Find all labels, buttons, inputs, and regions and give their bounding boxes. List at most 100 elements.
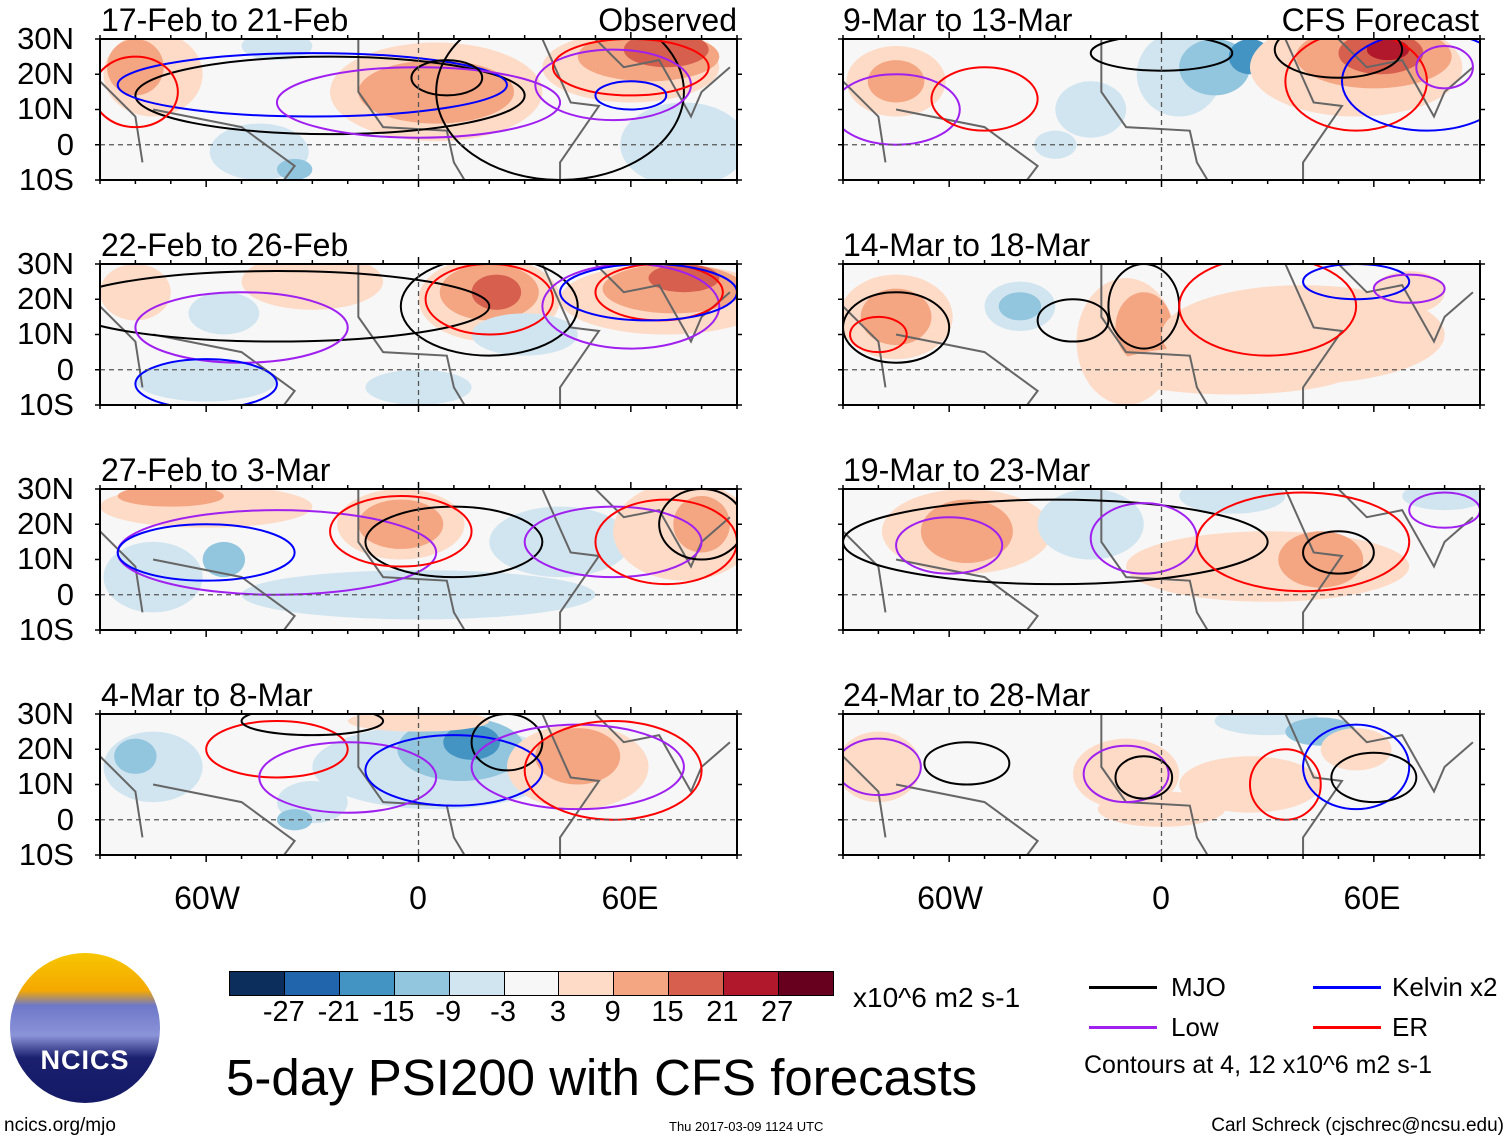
map-panel	[95, 257, 742, 412]
y-tick-label: 10N	[17, 541, 74, 577]
wave-contour	[258, 741, 438, 814]
anomaly-shading	[1373, 271, 1445, 314]
wave-contour	[1082, 744, 1170, 804]
colorbar-label: -3	[490, 996, 516, 1028]
wave-contour	[1341, 39, 1480, 132]
map-panel	[95, 707, 742, 862]
anomaly-shading	[135, 359, 277, 402]
colorbar-swatch	[778, 972, 833, 995]
wave-contour	[552, 39, 710, 97]
legend-low-label: Low	[1171, 1012, 1219, 1042]
y-tick-label: 10N	[17, 91, 74, 127]
colorbar-label: 15	[651, 996, 684, 1028]
y-tick-label: 10N	[17, 766, 74, 802]
wave-contour	[134, 55, 526, 136]
colorbar-swatch	[338, 972, 394, 995]
legend-er-line	[1313, 1026, 1381, 1029]
colorbar-label: -9	[435, 996, 462, 1028]
y-tick-label: 0	[56, 351, 74, 387]
anomaly-shading	[114, 738, 157, 774]
panel-title: 19-Mar to 23-Mar	[843, 452, 1091, 488]
wave-contour	[1302, 530, 1375, 575]
x-tick-label: 60E	[1343, 880, 1401, 916]
wave-contour	[1178, 264, 1358, 357]
wave-contour	[100, 55, 179, 129]
anomaly-shading	[276, 158, 313, 180]
anomaly-shading	[188, 292, 260, 335]
anomaly-shading	[920, 499, 1013, 564]
y-tick-label: 20N	[17, 281, 74, 317]
anomaly-shading	[860, 288, 932, 346]
wave-contour	[410, 59, 484, 97]
legend-mjo-line	[1089, 986, 1157, 989]
colorbar-swatch	[668, 972, 724, 995]
wave-contour	[594, 498, 737, 586]
wave-contour	[930, 66, 1039, 132]
wave-contour	[364, 505, 544, 579]
map-panel	[838, 32, 1485, 187]
wave-contour	[1284, 39, 1428, 132]
wave-contour	[895, 516, 1004, 575]
y-tick-label: 0	[56, 576, 74, 612]
contours-note: Contours at 4, 12 x10^6 m2 s-1	[1084, 1051, 1433, 1079]
panel-title: 9-Mar to 13-Mar	[843, 2, 1073, 38]
wave-contour	[843, 73, 961, 146]
wave-contour	[470, 714, 544, 772]
wave-contour	[594, 80, 668, 111]
wave-contour	[523, 505, 703, 579]
anomaly-shading	[620, 102, 737, 180]
colorbar	[229, 971, 834, 996]
anomaly-shading	[998, 292, 1042, 321]
y-tick-label: 30N	[17, 21, 74, 56]
anomaly-shading	[1037, 489, 1144, 560]
anomaly-shading	[673, 496, 730, 553]
anomaly-shading	[358, 499, 444, 549]
anomaly-shading	[241, 264, 384, 310]
colorbar-swatch	[503, 972, 559, 995]
y-tick-label: 10N	[17, 316, 74, 352]
ncics-logo: NCICS	[10, 953, 160, 1103]
forecast-label: CFS Forecast	[1281, 2, 1479, 38]
wave-contour	[1372, 273, 1446, 304]
coastline	[100, 39, 731, 180]
coastline	[100, 489, 731, 630]
anomaly-shading	[1278, 531, 1364, 588]
y-tick-label: 30N	[17, 246, 74, 281]
wave-contour	[1415, 45, 1474, 90]
anomaly-shading	[1034, 130, 1077, 159]
footer-author: Carl Schreck (cjschrec@ncsu.edu)	[1211, 1115, 1504, 1136]
wave-contour	[116, 52, 508, 118]
colorbar-swatch	[723, 972, 779, 995]
y-tick-label: 20N	[17, 731, 74, 767]
y-tick-label: 20N	[17, 506, 74, 542]
anomaly-shading	[100, 264, 171, 321]
legend-er-label: ER	[1392, 1012, 1429, 1042]
anomaly-shading	[471, 274, 522, 310]
y-tick-label: 30N	[17, 696, 74, 731]
panel-title: 4-Mar to 8-Mar	[101, 677, 313, 713]
observed-label: Observed	[598, 2, 737, 38]
colorbar-swatch	[230, 972, 284, 995]
legend-kelvin-line	[1313, 986, 1381, 989]
wave-contour	[1036, 298, 1110, 343]
colorbar-swatch	[283, 972, 339, 995]
anomaly-shading	[623, 39, 709, 68]
y-tick-label: 20N	[17, 56, 74, 92]
anomaly-shading	[843, 731, 921, 803]
coastline	[100, 714, 731, 855]
anomaly-shading	[365, 369, 472, 405]
y-tick-label: 10S	[18, 386, 74, 422]
footer-url[interactable]: ncics.org/mjo	[4, 1115, 116, 1136]
anomaly-shading	[1366, 39, 1410, 61]
colorbar-label: 3	[549, 996, 566, 1028]
colorbar-swatch	[558, 972, 614, 995]
wave-contour	[100, 270, 491, 343]
coastline	[843, 39, 1474, 180]
x-tick-label: 60W	[174, 880, 240, 916]
wave-contour	[399, 264, 579, 357]
wave-contour	[541, 264, 721, 350]
wave-contour	[424, 264, 554, 336]
y-tick-label: 30N	[17, 471, 74, 506]
logo-text: NCICS	[40, 1045, 130, 1075]
